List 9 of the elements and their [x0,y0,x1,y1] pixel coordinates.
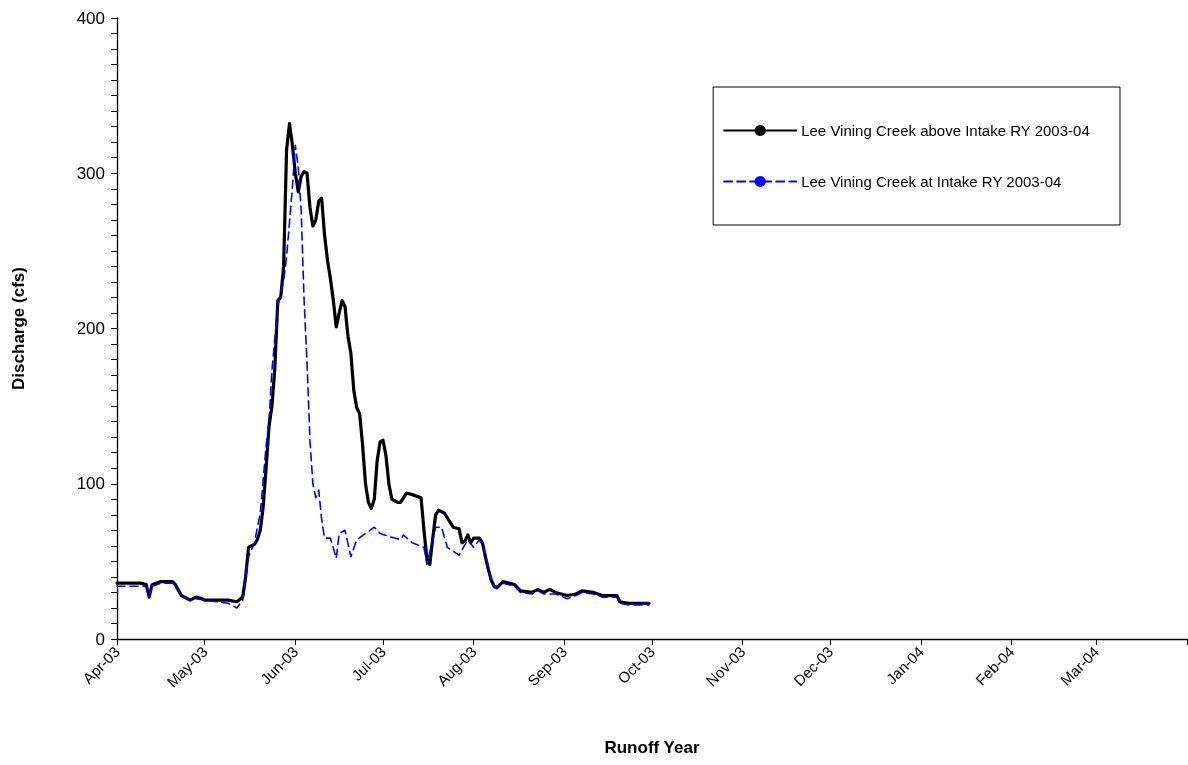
y-tick-label: 200 [76,319,105,338]
y-tick-label: 400 [76,8,105,28]
y-tick-label: 0 [95,629,105,649]
y-tick-label: 300 [76,163,105,183]
legend-label: Lee Vining Creek above Intake RY 2003-04 [801,122,1090,139]
y-axis-title: Discharge (cfs) [9,267,28,390]
legend-label: Lee Vining Creek at Intake RY 2003-04 [801,173,1062,190]
y-tick-label: 100 [76,474,105,494]
x-axis-title: Runoff Year [604,738,700,757]
